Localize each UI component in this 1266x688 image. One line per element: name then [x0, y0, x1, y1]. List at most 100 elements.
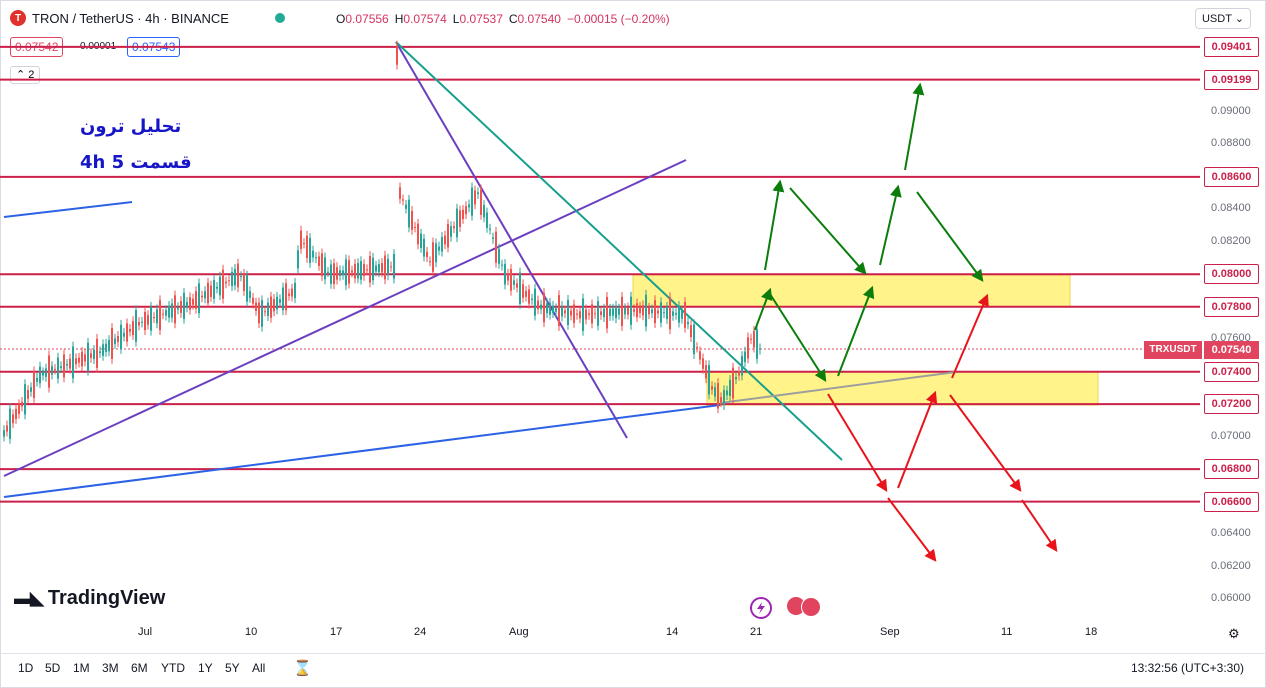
bearish-arrow-11	[951, 293, 989, 379]
candle-body	[78, 357, 80, 363]
candle-body	[555, 308, 557, 312]
candle-body	[735, 377, 737, 380]
candle-body	[285, 283, 287, 311]
timeframe-all[interactable]: All	[252, 661, 266, 675]
candle-body	[60, 366, 62, 368]
candle-body	[645, 294, 647, 327]
grey-trendline	[719, 371, 957, 404]
candle-body	[618, 308, 620, 315]
candle-body	[354, 263, 356, 279]
candle-body	[540, 304, 542, 310]
candle-body	[630, 296, 632, 325]
tradingview-logo[interactable]: ▬◣ TradingView	[14, 587, 166, 609]
candle-body	[534, 288, 536, 316]
candle-body	[177, 306, 179, 310]
candle-body	[132, 321, 134, 336]
clock[interactable]: 13:32:56 (UTC+3:30)	[1130, 661, 1244, 675]
candle-body	[489, 228, 491, 230]
candle-body	[537, 300, 539, 310]
candle-body	[384, 255, 386, 280]
candle-body	[231, 271, 233, 287]
timeframe-1y[interactable]: 1Y	[198, 661, 213, 675]
candle-body	[282, 287, 284, 311]
candle-body	[303, 243, 305, 245]
timeframe-6m[interactable]: 6M	[131, 661, 148, 675]
candle-body	[417, 223, 419, 245]
settings-gear-icon[interactable]: ⚙	[1228, 626, 1240, 641]
candle-body	[381, 263, 383, 273]
candle-body	[264, 311, 266, 313]
candle-body	[153, 317, 155, 319]
candle-body	[420, 233, 422, 249]
candle-body	[30, 387, 32, 392]
candle-body	[27, 390, 29, 399]
candle-body	[504, 264, 506, 285]
candle-body	[636, 303, 638, 318]
timeframe-5y[interactable]: 5Y	[225, 661, 240, 675]
candle-body	[171, 303, 173, 318]
timeframe-ytd[interactable]: YTD	[161, 661, 185, 675]
candle-body	[141, 321, 143, 323]
candle-body	[300, 230, 302, 249]
candle-body	[225, 281, 227, 284]
candle-body	[567, 299, 569, 325]
bearish-arrow-13	[1021, 499, 1058, 552]
time-tick: 14	[666, 626, 679, 638]
candle-body	[486, 212, 488, 228]
candle-body	[348, 260, 350, 284]
candle-body	[333, 263, 335, 285]
level-label: 0.07400	[1204, 361, 1259, 382]
current-price-label: 0.07540	[1204, 341, 1259, 359]
candle-body	[168, 305, 170, 318]
candle-body	[318, 256, 320, 266]
candle-body	[12, 414, 14, 424]
candle-body	[306, 235, 308, 259]
lightning-event-icon[interactable]	[750, 597, 772, 619]
tv-logo-icon: ▬◣	[14, 588, 44, 608]
candle-body	[435, 243, 437, 263]
time-tick: 18	[1085, 626, 1098, 638]
candle-body	[546, 303, 548, 314]
candle-body	[84, 354, 86, 362]
candle-body	[408, 199, 410, 228]
us-flag-event-icon[interactable]	[787, 597, 805, 615]
symbol-info[interactable]: T TRON / TetherUS · 4h · BINANCE	[10, 10, 285, 26]
level-label: 0.09199	[1204, 69, 1259, 90]
candle-body	[639, 306, 641, 314]
candle-body	[696, 347, 698, 349]
candle-body	[54, 368, 56, 370]
candle-body	[552, 305, 554, 314]
candle-body	[369, 256, 371, 283]
price-tick: 0.08200	[1211, 234, 1251, 247]
candle-body	[549, 302, 551, 315]
teal-trendline	[395, 41, 843, 461]
candle-body	[21, 401, 23, 407]
timeframe-3m[interactable]: 3M	[102, 661, 119, 675]
candle-body	[327, 271, 329, 273]
candle-body	[723, 390, 725, 406]
price-tick: 0.08800	[1211, 137, 1251, 150]
date-range-icon[interactable]: ⌛	[293, 660, 312, 677]
candle-body	[741, 355, 743, 376]
candle-body	[270, 296, 272, 318]
candle-body	[720, 397, 722, 403]
candle-body	[240, 276, 242, 278]
candle-body	[198, 283, 200, 314]
currency-select[interactable]: USDT ⌄	[1194, 8, 1251, 29]
candle-body	[471, 187, 473, 216]
candle-body	[507, 273, 509, 281]
candle-body	[570, 310, 572, 316]
candle-body	[372, 257, 374, 281]
timeframe-1d[interactable]: 1D	[18, 661, 34, 675]
timeframe-1m[interactable]: 1M	[73, 661, 90, 675]
candle-body	[201, 295, 203, 298]
timeframe-5d[interactable]: 5D	[45, 661, 61, 675]
us-flag-event-icon-2[interactable]	[801, 597, 821, 617]
candle-body	[648, 307, 650, 315]
candle-body	[312, 250, 314, 258]
candle-body	[288, 293, 290, 296]
candle-body	[99, 351, 101, 354]
blue-trendline-lower	[3, 404, 721, 498]
indicators-toggle[interactable]: ⌃ 2	[10, 66, 41, 84]
